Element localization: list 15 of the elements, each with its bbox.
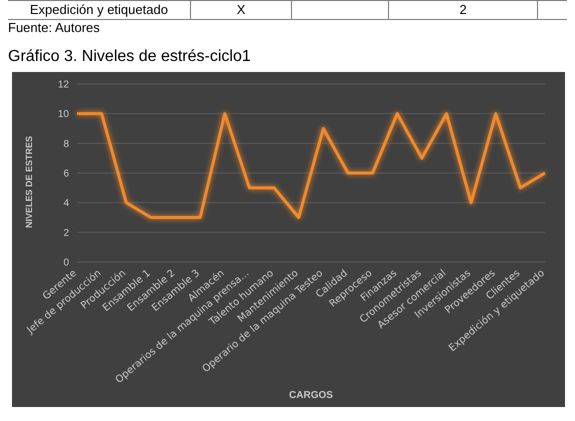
text: Expedición y etiquetado (8, 1, 191, 19)
y-tick-label: 4 (63, 198, 70, 210)
y-tick-label: 8 (63, 138, 70, 150)
source-note: Fuente: Autores (8, 20, 101, 37)
chart-title: Gráfico 3. Niveles de estrés-ciclo1 (8, 47, 252, 67)
y-tick-label: 2 (63, 228, 70, 239)
line-series (76, 112, 546, 219)
y-tick-label: 12 (58, 80, 70, 91)
y-tick-label: 0 (63, 258, 70, 269)
text: 2 (388, 1, 538, 19)
y-axis-title: NIVELES DE ESTRES (24, 136, 34, 228)
text: X (190, 1, 292, 19)
x-axis-title: CARGOS (289, 390, 334, 401)
y-tick-label: 6 (63, 168, 70, 180)
y-tick-label: 10 (58, 109, 70, 120)
